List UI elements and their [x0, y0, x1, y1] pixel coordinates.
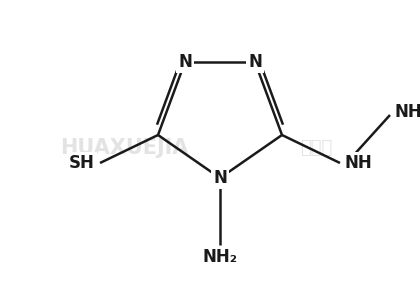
Text: SH: SH [69, 154, 95, 172]
Text: NH: NH [345, 154, 373, 172]
Text: NH₂: NH₂ [202, 248, 237, 266]
Text: 化学加: 化学加 [300, 139, 332, 157]
Text: N: N [213, 169, 227, 187]
Text: HUAXUEJIA: HUAXUEJIA [60, 138, 189, 158]
Text: N: N [178, 53, 192, 71]
Text: NH₂: NH₂ [394, 103, 420, 121]
Text: N: N [248, 53, 262, 71]
